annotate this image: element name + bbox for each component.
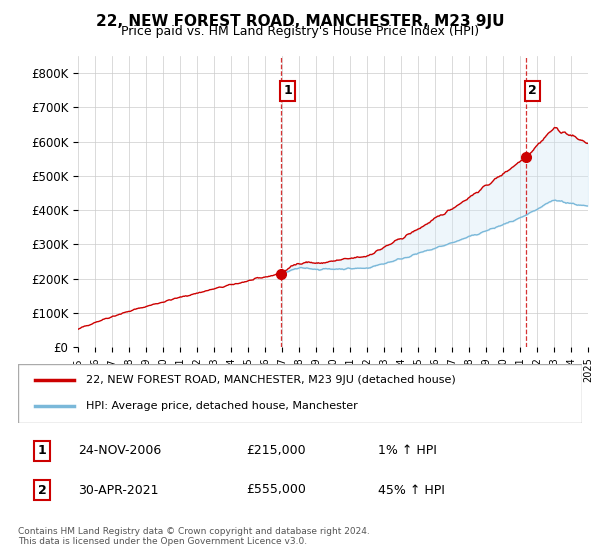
Text: 24-NOV-2006: 24-NOV-2006 [78, 444, 161, 458]
Text: 2: 2 [528, 85, 537, 97]
Text: £555,000: £555,000 [246, 483, 306, 497]
Text: 1: 1 [283, 85, 292, 97]
Text: 45% ↑ HPI: 45% ↑ HPI [378, 483, 445, 497]
FancyBboxPatch shape [18, 364, 582, 423]
Text: HPI: Average price, detached house, Manchester: HPI: Average price, detached house, Manc… [86, 402, 358, 412]
Text: 22, NEW FOREST ROAD, MANCHESTER, M23 9JU (detached house): 22, NEW FOREST ROAD, MANCHESTER, M23 9JU… [86, 375, 455, 385]
Text: 2: 2 [38, 483, 46, 497]
Text: 22, NEW FOREST ROAD, MANCHESTER, M23 9JU: 22, NEW FOREST ROAD, MANCHESTER, M23 9JU [96, 14, 504, 29]
Text: Price paid vs. HM Land Registry's House Price Index (HPI): Price paid vs. HM Land Registry's House … [121, 25, 479, 38]
Text: 30-APR-2021: 30-APR-2021 [78, 483, 158, 497]
Text: 1% ↑ HPI: 1% ↑ HPI [378, 444, 437, 458]
Text: 1: 1 [38, 444, 46, 458]
Text: £215,000: £215,000 [246, 444, 305, 458]
Text: Contains HM Land Registry data © Crown copyright and database right 2024.
This d: Contains HM Land Registry data © Crown c… [18, 526, 370, 546]
